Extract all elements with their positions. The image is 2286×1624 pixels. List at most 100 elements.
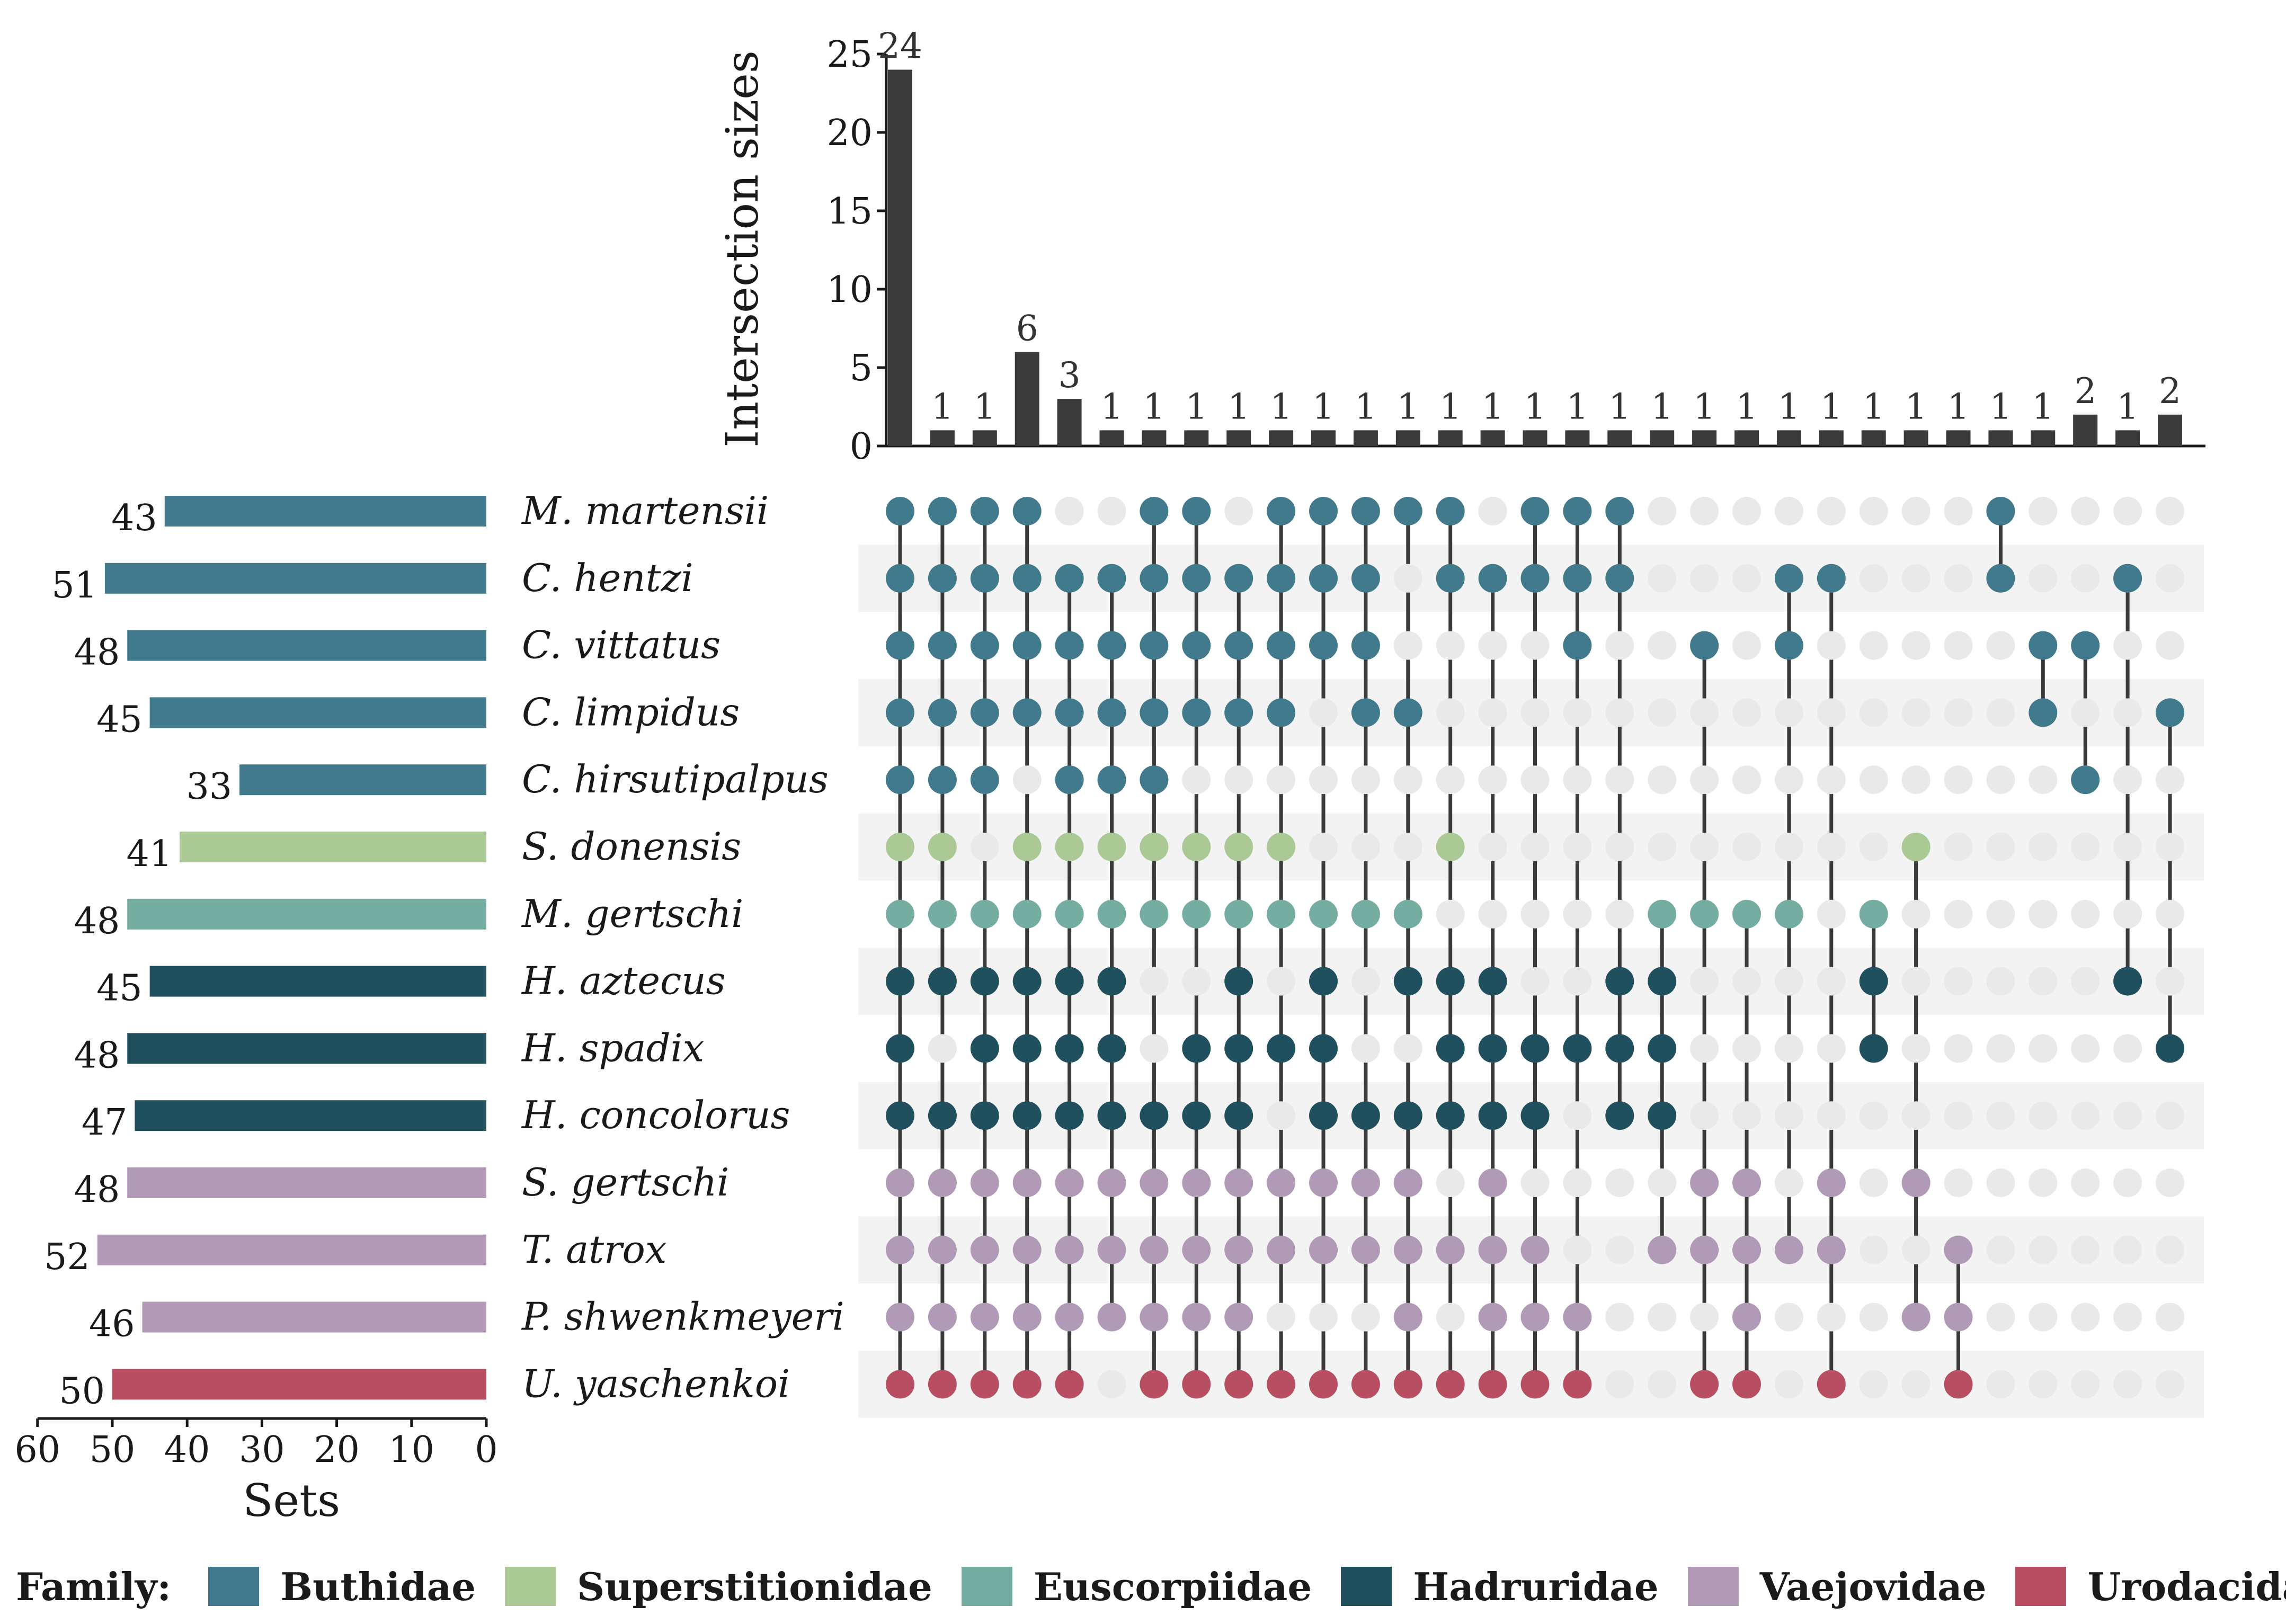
matrix-dot-inactive [1732,765,1761,795]
matrix-dot-active [1055,631,1084,660]
matrix-dot-active [1351,1101,1380,1130]
matrix-dot-inactive [928,1034,957,1063]
intersection-bar [1438,430,1463,446]
matrix-dot-active [970,1101,999,1130]
matrix-dot-active [1224,698,1253,727]
matrix-dot-inactive [1859,1168,1888,1197]
matrix-dot-active [1309,564,1338,593]
matrix-dot-inactive [1563,899,1592,929]
matrix-dot-inactive [1944,1168,1973,1197]
matrix-dot-inactive [1563,1235,1592,1264]
intersection-bar [1692,430,1717,446]
matrix-dot-active [1097,765,1126,795]
matrix-dot-active [1267,1370,1296,1399]
set-name: H. concolorus [521,1093,790,1137]
matrix-dot-active [1774,899,1803,929]
matrix-dot-active [1224,1101,1253,1130]
matrix-dot-inactive [1055,497,1084,525]
intersection-bar [972,430,997,446]
matrix-dot-inactive [2071,899,2100,929]
set-size-label: 46 [89,1304,135,1345]
matrix-dot-inactive [1732,1034,1761,1063]
legend-label: Superstitionidae [577,1564,932,1609]
matrix-dot-inactive [2029,1168,2058,1197]
intersection-bar [1311,430,1336,446]
matrix-dot-inactive [1478,765,1507,795]
matrix-dot-inactive [1901,1370,1931,1399]
intersection-bar [2115,430,2140,446]
matrix-dot-active [1140,833,1169,861]
set-size-label: 33 [186,766,233,808]
matrix-dot-active [1520,1302,1550,1332]
matrix-dot-active [1563,631,1592,660]
matrix-dot-inactive [1774,1370,1803,1399]
matrix-dot-active [1520,1370,1550,1399]
matrix-dot-active [1182,1034,1211,1063]
matrix-dot-inactive [1944,564,1973,593]
matrix-dot-inactive [1774,1034,1803,1063]
intersection-bar [1523,430,1547,446]
matrix-dot-inactive [1140,1034,1169,1063]
matrix-dot-active [928,1235,957,1264]
matrix-dot-active [1182,564,1211,593]
matrix-dot-active [970,1302,999,1332]
matrix-dot-active [1605,564,1634,593]
matrix-dot-active [970,1168,999,1197]
matrix-dot-inactive [2156,497,2184,525]
matrix-dot-inactive [1690,765,1719,795]
matrix-dot-inactive [1859,497,1888,525]
matrix-dot-inactive [1986,833,2015,861]
y-tick-label: 0 [850,426,873,468]
matrix-dot-active [1012,899,1042,929]
matrix-dot-inactive [1732,497,1761,525]
matrix-dot-active [1140,899,1169,929]
intersection-bar-label: 1 [1185,386,1207,427]
matrix-dot-active [1140,1168,1169,1197]
matrix-dot-inactive [1944,833,1973,861]
intersection-bar [1776,430,1801,446]
matrix-dot-inactive [2156,1302,2184,1332]
intersection-bar-label: 1 [2116,386,2139,427]
matrix-dot-inactive [1859,631,1888,660]
matrix-dot-active [1563,1034,1592,1063]
matrix-dot-active [1182,1168,1211,1197]
matrix-dot-inactive [2156,1101,2184,1130]
matrix-dot-inactive [1859,765,1888,795]
set-bar [112,1369,486,1400]
matrix-dot-inactive [2071,1101,2100,1130]
matrix-dot-inactive [1817,1101,1846,1130]
set-name: U. yaschenkoi [522,1361,790,1406]
matrix-dot-active [2029,698,2058,727]
matrix-dot-inactive [1097,1370,1126,1399]
set-size-axis: 60 50 40 30 20 10 0 [15,1417,498,1471]
intersection-bar-label: 1 [1989,386,2012,427]
matrix-dot-active [1309,1235,1338,1264]
matrix-dot-inactive [1478,698,1507,727]
matrix-dot-inactive [1817,698,1846,727]
matrix-dot-active [1097,1302,1126,1332]
set-name: C. hentzi [522,556,693,600]
set-bar [180,832,487,862]
matrix-dot-active [1436,1235,1465,1264]
matrix-dot-active [1436,1370,1465,1399]
matrix-dot-inactive [1393,631,1422,660]
matrix-dot-inactive [2071,1168,2100,1197]
matrix-dot-inactive [1732,967,1761,996]
set-bar [239,764,486,796]
matrix-dot-inactive [1986,631,2015,660]
intersection-bar [1988,430,2013,446]
matrix-dot-active [1012,1302,1042,1332]
matrix-dot-inactive [1901,1101,1931,1130]
set-size-label: 45 [96,968,143,1010]
matrix-dot-inactive [1351,765,1380,795]
matrix-dot-active [1182,833,1211,861]
intersection-bar-label: 1 [1312,386,1335,427]
matrix-dot-active [1097,698,1126,727]
matrix-dot-inactive [1817,497,1846,525]
matrix-dot-active [1055,765,1084,795]
matrix-dot-active [970,899,999,929]
matrix-dot-active [1478,967,1507,996]
matrix-dot-inactive [1732,1101,1761,1130]
set-bar [104,563,486,594]
matrix-dot-active [886,967,914,996]
